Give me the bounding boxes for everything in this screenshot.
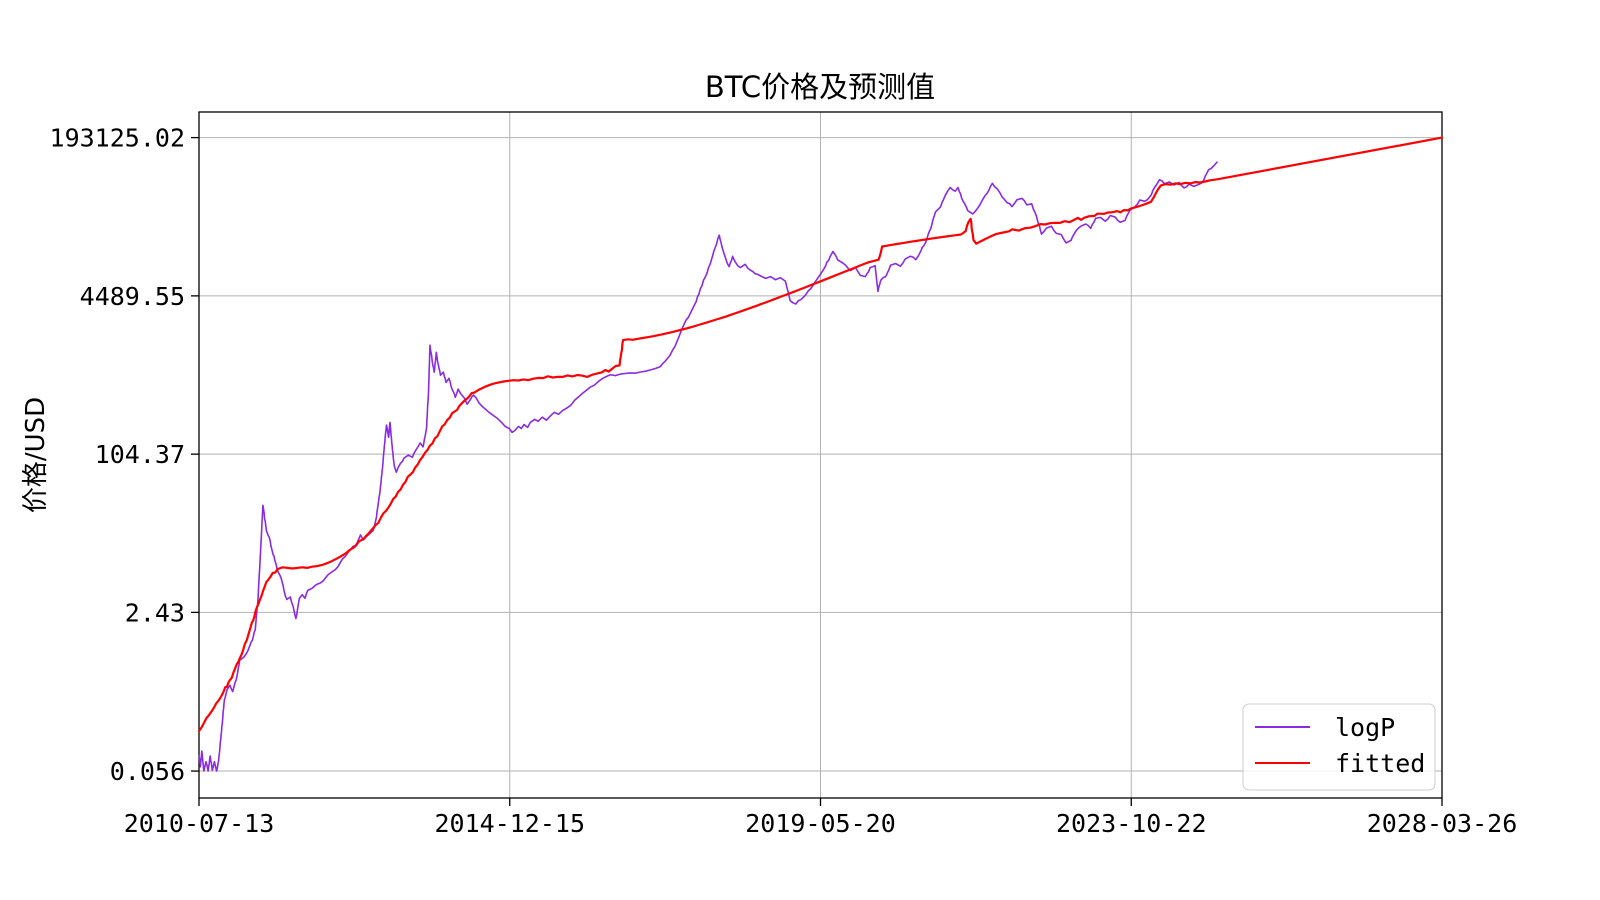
x-tick-label: 2019-05-20 <box>745 809 896 838</box>
grid-layer <box>198 112 1443 798</box>
chart-title: BTC价格及预测值 <box>705 70 935 104</box>
fitted-legend-label: fitted <box>1335 749 1425 778</box>
legend-box <box>1242 703 1436 791</box>
x-tick-label: 2010-07-13 <box>124 809 275 838</box>
y-tick-label: 0.056 <box>110 757 185 786</box>
logp-line <box>198 161 1218 772</box>
y-tick-label: 2.43 <box>125 598 185 627</box>
axis-tick-layer: 193125.02 4489.55 104.37 2.43 0.056 2010-07-1… <box>50 124 1518 838</box>
legend: logP fitted <box>1242 703 1436 791</box>
y-axis-label: 价格/USD <box>21 397 51 513</box>
x-tick-label: 2014-12-15 <box>434 809 585 838</box>
x-tick-label: 2023-10-22 <box>1056 809 1207 838</box>
y-tick-label: 4489.55 <box>80 282 185 311</box>
y-tick-label: 193125.02 <box>50 124 185 153</box>
fitted-line <box>198 136 1444 733</box>
logp-legend-label: logP <box>1335 713 1395 742</box>
series-layer <box>198 136 1444 772</box>
y-tick-label: 104.37 <box>95 440 185 469</box>
x-tick-label: 2028-03-26 <box>1367 809 1518 838</box>
